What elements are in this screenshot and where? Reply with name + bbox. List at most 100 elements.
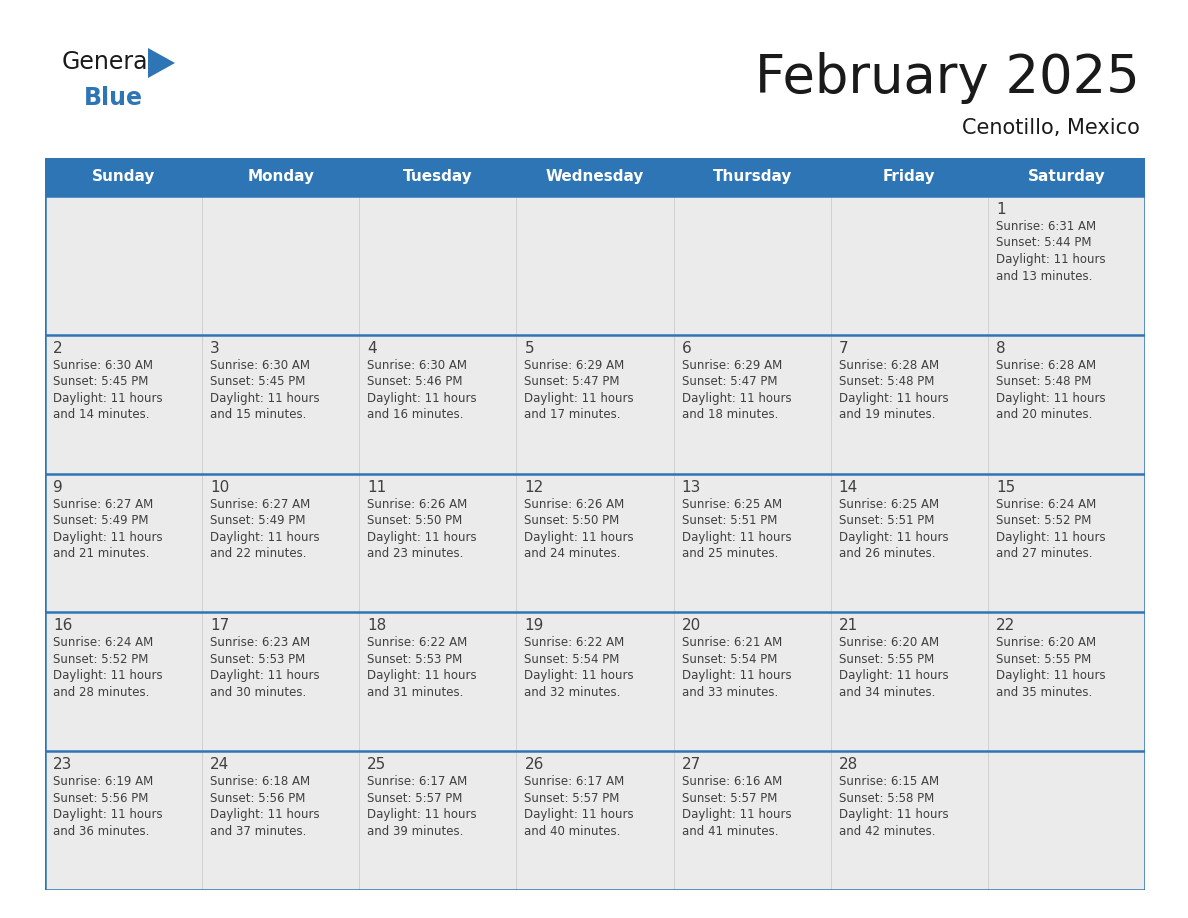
Text: Sunset: 5:54 PM: Sunset: 5:54 PM xyxy=(682,653,777,666)
Text: Sunday: Sunday xyxy=(91,170,156,185)
Bar xyxy=(674,751,830,890)
Text: 28: 28 xyxy=(839,757,858,772)
Text: Sunrise: 6:17 AM: Sunrise: 6:17 AM xyxy=(367,775,468,789)
Text: and 31 minutes.: and 31 minutes. xyxy=(367,686,463,699)
Text: Sunset: 5:57 PM: Sunset: 5:57 PM xyxy=(682,791,777,805)
Bar xyxy=(988,612,1145,751)
Bar xyxy=(674,612,830,751)
Bar xyxy=(45,335,202,474)
Text: Sunset: 5:53 PM: Sunset: 5:53 PM xyxy=(367,653,462,666)
Text: Daylight: 11 hours: Daylight: 11 hours xyxy=(524,808,634,822)
Text: Sunset: 5:50 PM: Sunset: 5:50 PM xyxy=(524,514,620,527)
Text: Sunset: 5:50 PM: Sunset: 5:50 PM xyxy=(367,514,462,527)
Text: Sunset: 5:56 PM: Sunset: 5:56 PM xyxy=(53,791,148,805)
Text: 5: 5 xyxy=(524,341,535,356)
Text: Daylight: 11 hours: Daylight: 11 hours xyxy=(839,808,948,822)
Text: Daylight: 11 hours: Daylight: 11 hours xyxy=(524,392,634,405)
Text: Thursday: Thursday xyxy=(713,170,792,185)
Bar xyxy=(359,751,517,890)
Text: and 33 minutes.: and 33 minutes. xyxy=(682,686,778,699)
Bar xyxy=(830,474,988,612)
Text: Sunrise: 6:22 AM: Sunrise: 6:22 AM xyxy=(524,636,625,649)
Text: Sunrise: 6:17 AM: Sunrise: 6:17 AM xyxy=(524,775,625,789)
Text: 20: 20 xyxy=(682,619,701,633)
Text: Sunset: 5:48 PM: Sunset: 5:48 PM xyxy=(839,375,934,388)
Bar xyxy=(517,335,674,474)
Bar xyxy=(830,335,988,474)
Text: Sunrise: 6:30 AM: Sunrise: 6:30 AM xyxy=(210,359,310,372)
Text: Sunrise: 6:31 AM: Sunrise: 6:31 AM xyxy=(996,220,1097,233)
Polygon shape xyxy=(148,48,175,78)
Text: Daylight: 11 hours: Daylight: 11 hours xyxy=(210,531,320,543)
Text: Daylight: 11 hours: Daylight: 11 hours xyxy=(367,531,476,543)
Text: and 27 minutes.: and 27 minutes. xyxy=(996,547,1092,560)
Text: Daylight: 11 hours: Daylight: 11 hours xyxy=(210,392,320,405)
Text: Sunset: 5:45 PM: Sunset: 5:45 PM xyxy=(210,375,305,388)
Text: and 32 minutes.: and 32 minutes. xyxy=(524,686,621,699)
Text: 19: 19 xyxy=(524,619,544,633)
Text: Daylight: 11 hours: Daylight: 11 hours xyxy=(210,808,320,822)
Bar xyxy=(359,474,517,612)
Text: Sunset: 5:53 PM: Sunset: 5:53 PM xyxy=(210,653,305,666)
Text: 3: 3 xyxy=(210,341,220,356)
Text: Daylight: 11 hours: Daylight: 11 hours xyxy=(367,808,476,822)
Text: Blue: Blue xyxy=(84,86,143,110)
Text: Sunset: 5:58 PM: Sunset: 5:58 PM xyxy=(839,791,934,805)
Text: Sunset: 5:51 PM: Sunset: 5:51 PM xyxy=(682,514,777,527)
Text: Sunrise: 6:22 AM: Sunrise: 6:22 AM xyxy=(367,636,468,649)
Text: Daylight: 11 hours: Daylight: 11 hours xyxy=(367,392,476,405)
Text: Sunset: 5:54 PM: Sunset: 5:54 PM xyxy=(524,653,620,666)
Bar xyxy=(202,335,359,474)
Text: and 20 minutes.: and 20 minutes. xyxy=(996,409,1092,421)
Text: Sunset: 5:46 PM: Sunset: 5:46 PM xyxy=(367,375,463,388)
Text: Daylight: 11 hours: Daylight: 11 hours xyxy=(524,531,634,543)
Text: Daylight: 11 hours: Daylight: 11 hours xyxy=(53,531,163,543)
Text: and 25 minutes.: and 25 minutes. xyxy=(682,547,778,560)
Text: Sunrise: 6:19 AM: Sunrise: 6:19 AM xyxy=(53,775,153,789)
Text: and 36 minutes.: and 36 minutes. xyxy=(53,824,150,838)
Text: Daylight: 11 hours: Daylight: 11 hours xyxy=(682,808,791,822)
Text: and 30 minutes.: and 30 minutes. xyxy=(210,686,307,699)
Text: Sunset: 5:57 PM: Sunset: 5:57 PM xyxy=(524,791,620,805)
Text: and 13 minutes.: and 13 minutes. xyxy=(996,270,1092,283)
Bar xyxy=(45,612,202,751)
Text: Sunset: 5:49 PM: Sunset: 5:49 PM xyxy=(53,514,148,527)
Text: and 23 minutes.: and 23 minutes. xyxy=(367,547,463,560)
Text: Sunset: 5:52 PM: Sunset: 5:52 PM xyxy=(996,514,1092,527)
Bar xyxy=(830,196,988,335)
Text: and 24 minutes.: and 24 minutes. xyxy=(524,547,621,560)
Text: Sunrise: 6:15 AM: Sunrise: 6:15 AM xyxy=(839,775,939,789)
Bar xyxy=(674,474,830,612)
Bar xyxy=(517,474,674,612)
Text: Sunrise: 6:25 AM: Sunrise: 6:25 AM xyxy=(839,498,939,510)
Bar xyxy=(517,751,674,890)
Text: 4: 4 xyxy=(367,341,377,356)
Text: 11: 11 xyxy=(367,479,386,495)
Text: and 28 minutes.: and 28 minutes. xyxy=(53,686,150,699)
Text: and 39 minutes.: and 39 minutes. xyxy=(367,824,463,838)
Text: Sunset: 5:47 PM: Sunset: 5:47 PM xyxy=(524,375,620,388)
Bar xyxy=(830,751,988,890)
Text: Daylight: 11 hours: Daylight: 11 hours xyxy=(996,531,1106,543)
Text: Sunset: 5:57 PM: Sunset: 5:57 PM xyxy=(367,791,462,805)
Text: Sunrise: 6:18 AM: Sunrise: 6:18 AM xyxy=(210,775,310,789)
Text: Sunrise: 6:20 AM: Sunrise: 6:20 AM xyxy=(996,636,1097,649)
Text: and 42 minutes.: and 42 minutes. xyxy=(839,824,935,838)
Text: 13: 13 xyxy=(682,479,701,495)
Text: Wednesday: Wednesday xyxy=(545,170,644,185)
Text: General: General xyxy=(62,50,156,74)
Text: 25: 25 xyxy=(367,757,386,772)
Text: Cenotillo, Mexico: Cenotillo, Mexico xyxy=(962,118,1140,138)
Text: Tuesday: Tuesday xyxy=(403,170,473,185)
Text: Sunrise: 6:29 AM: Sunrise: 6:29 AM xyxy=(682,359,782,372)
Bar xyxy=(674,335,830,474)
Bar xyxy=(359,612,517,751)
Text: 21: 21 xyxy=(839,619,858,633)
Bar xyxy=(674,196,830,335)
Text: Sunrise: 6:21 AM: Sunrise: 6:21 AM xyxy=(682,636,782,649)
Text: 8: 8 xyxy=(996,341,1005,356)
Text: Sunset: 5:45 PM: Sunset: 5:45 PM xyxy=(53,375,148,388)
Bar xyxy=(988,196,1145,335)
Text: Sunset: 5:49 PM: Sunset: 5:49 PM xyxy=(210,514,305,527)
Text: Saturday: Saturday xyxy=(1028,170,1105,185)
